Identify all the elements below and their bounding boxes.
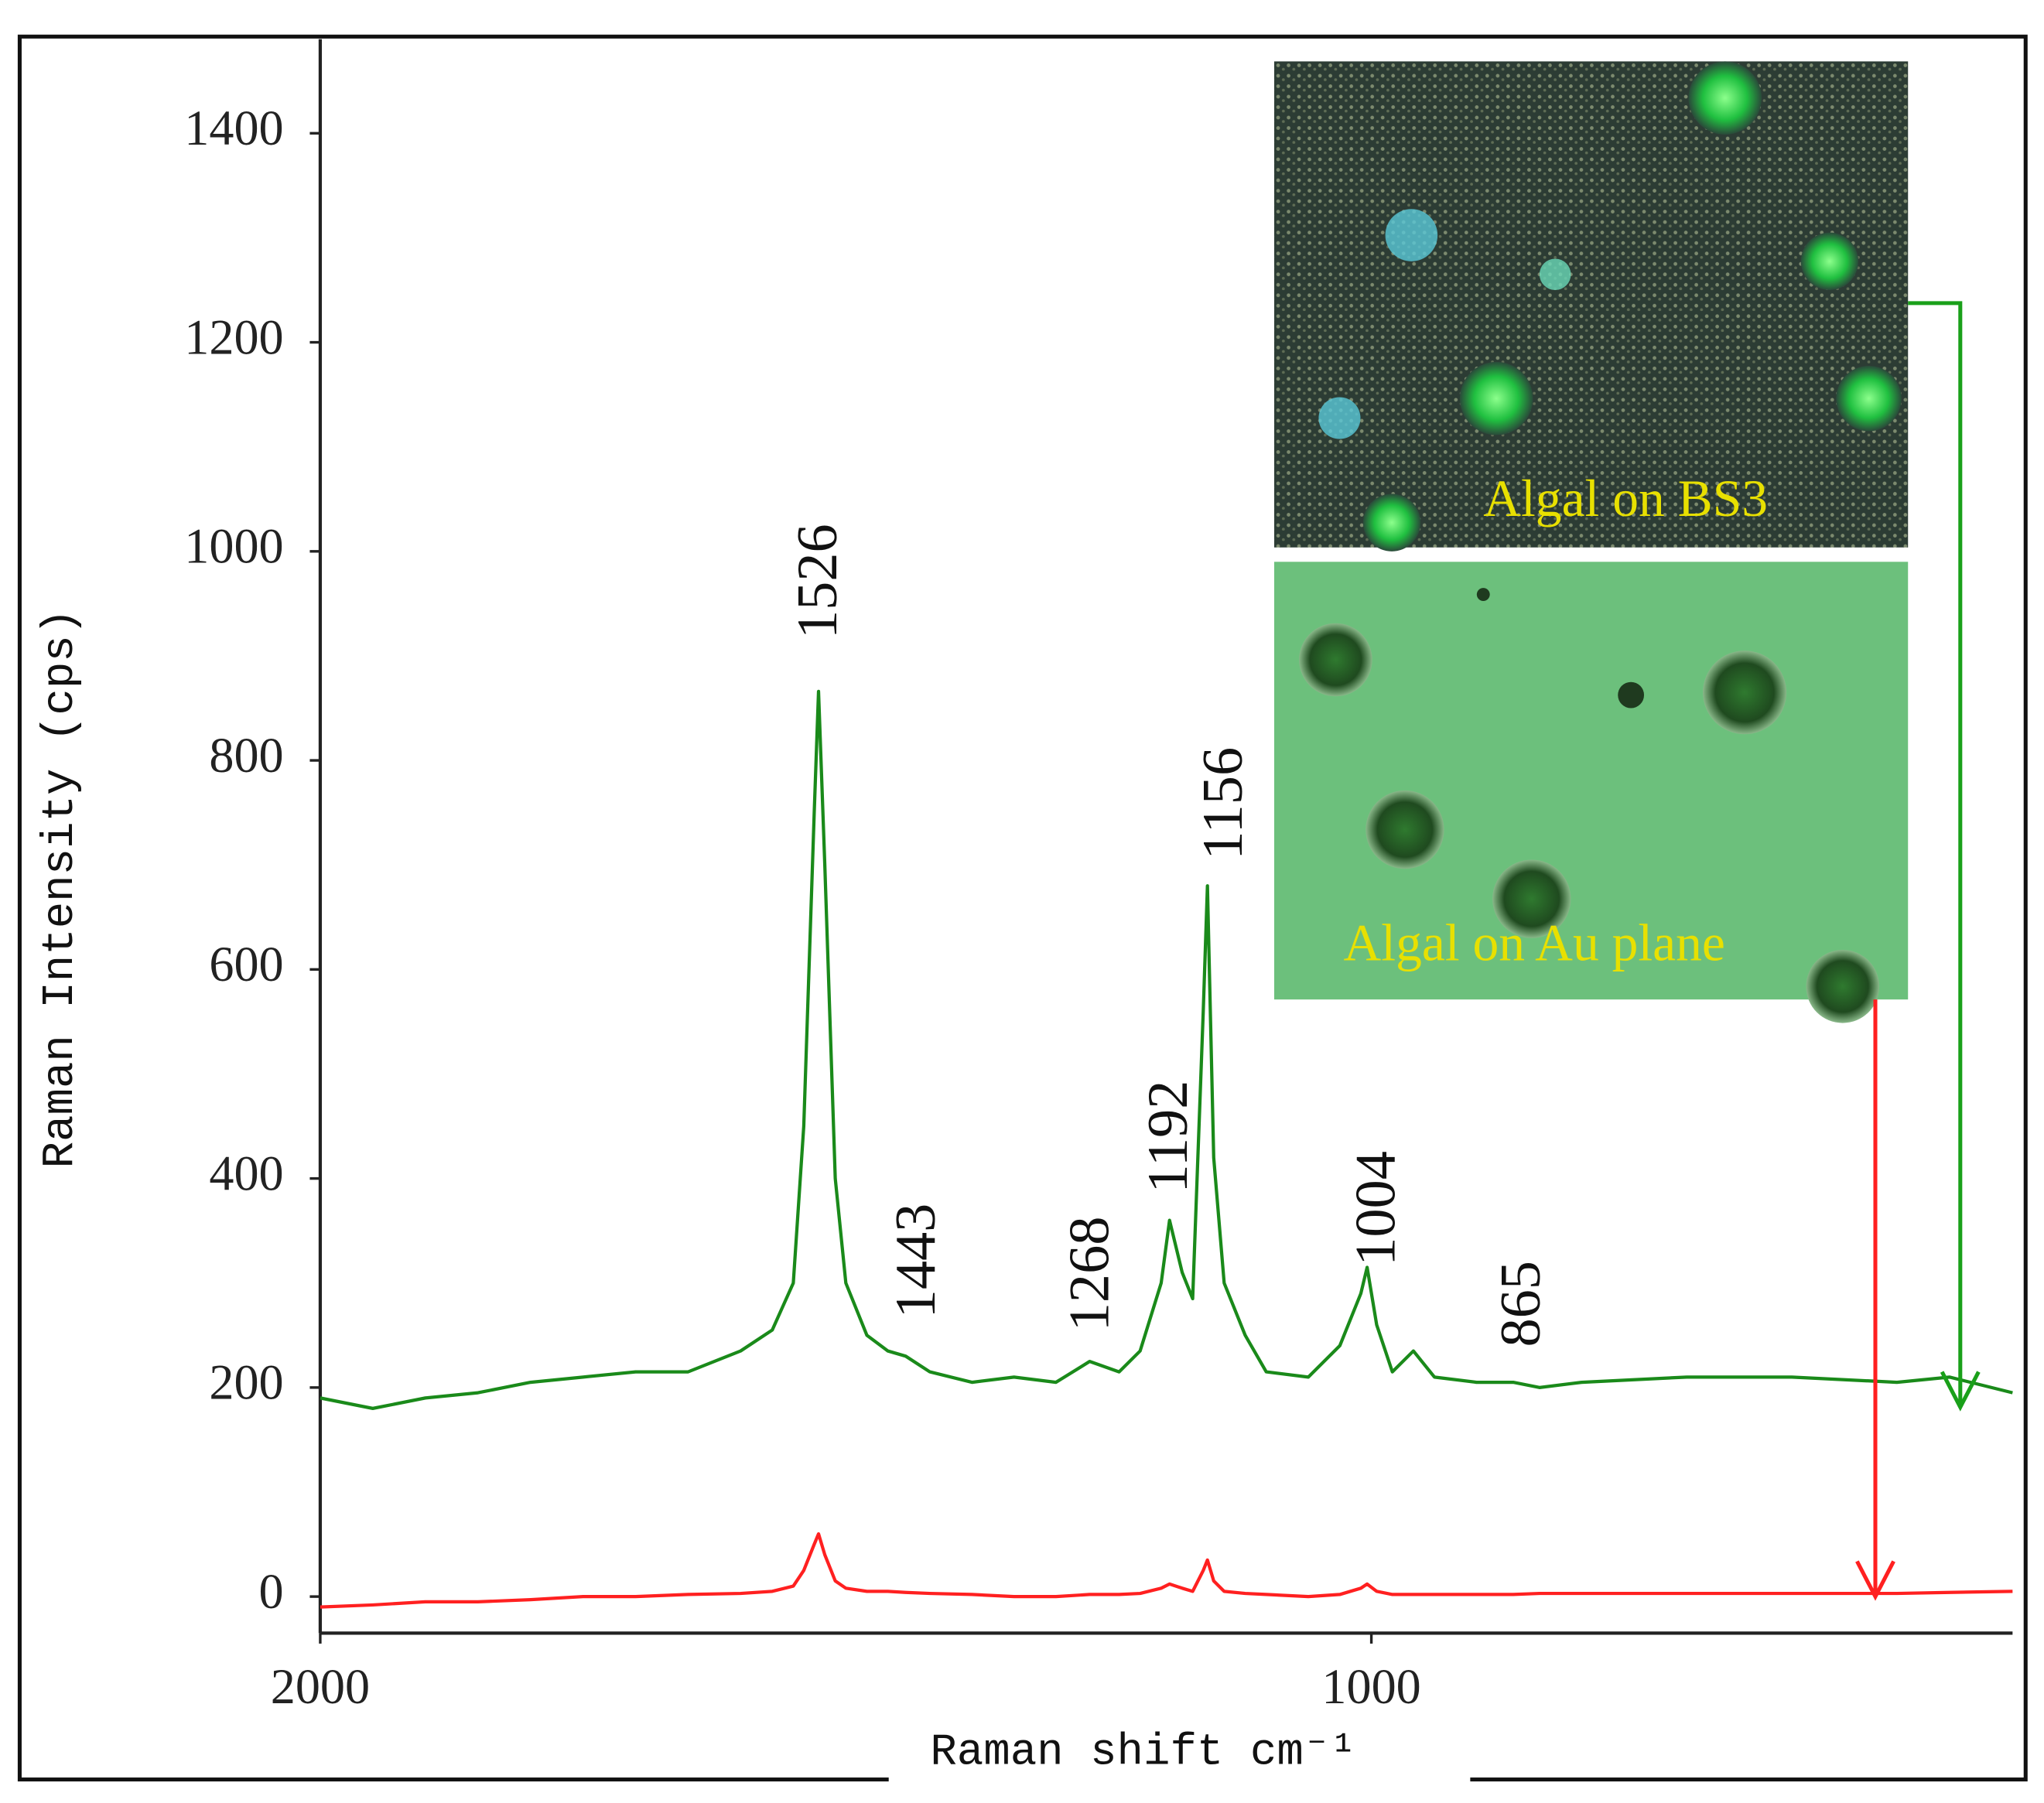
y-tick-label: 200 xyxy=(209,1355,283,1410)
label-gap xyxy=(888,1766,1471,1793)
inset-label: Algal on BS3 xyxy=(1483,470,1768,528)
arrows xyxy=(1855,301,1981,1601)
peak-annotation: 1526 xyxy=(786,524,849,639)
inset-label: Algal on Au plane xyxy=(1344,914,1725,972)
y-tick-label: 400 xyxy=(209,1146,283,1200)
y-tick-label: 0 xyxy=(259,1564,284,1619)
plot-area: 0 200 400 600 800 1000 1200 1400 2000 1000 1526 144… xyxy=(184,39,2013,1714)
x-tick-label: 2000 xyxy=(271,1659,370,1714)
x-axis-title: Raman shift cm⁻¹ xyxy=(930,1727,1356,1777)
y-tick-label: 600 xyxy=(209,937,283,992)
peak-annotation: 1443 xyxy=(884,1204,948,1319)
y-axis-title: Raman Intensity (cps) xyxy=(36,609,86,1169)
y-tick-label: 1200 xyxy=(184,309,283,364)
y-tick-label: 1400 xyxy=(184,101,283,155)
peak-annotation: 865 xyxy=(1489,1261,1553,1347)
peak-annotation: 1004 xyxy=(1344,1151,1407,1266)
peak-annotation: 1268 xyxy=(1058,1217,1121,1332)
x-tick-label: 1000 xyxy=(1321,1659,1420,1714)
peak-annotation: 1192 xyxy=(1137,1081,1200,1193)
inset-au xyxy=(1274,562,1909,1023)
peak-annotation: 1156 xyxy=(1191,747,1255,860)
series-line xyxy=(320,1532,2013,1609)
inset-bs3 xyxy=(1274,61,1909,551)
series-line xyxy=(320,689,2013,1410)
y-tick-label: 1000 xyxy=(184,519,283,574)
y-tick-label: 800 xyxy=(209,728,283,783)
